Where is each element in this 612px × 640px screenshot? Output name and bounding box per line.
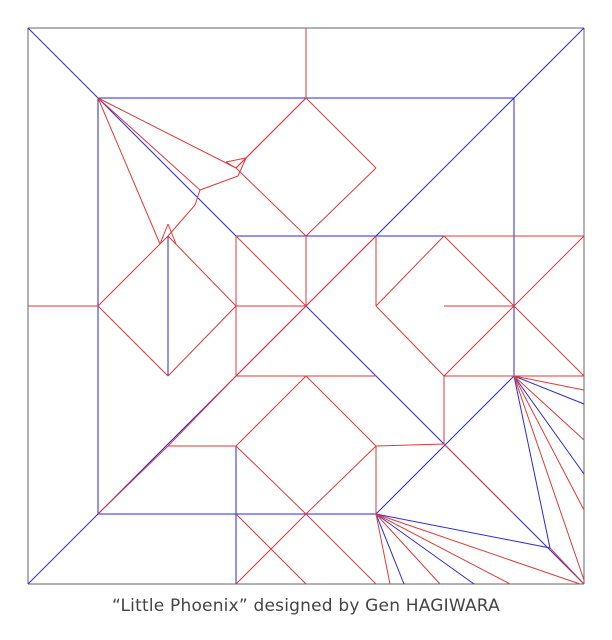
valley-fold xyxy=(167,204,196,237)
valley-fold xyxy=(513,305,585,377)
valley-fold xyxy=(235,375,307,447)
valley-fold xyxy=(375,235,445,307)
valley-fold xyxy=(167,375,237,447)
valley-fold xyxy=(305,97,377,169)
valley-fold xyxy=(305,445,377,515)
valley-fold xyxy=(235,513,307,585)
valley-fold xyxy=(97,305,169,377)
valley-fold xyxy=(513,375,585,441)
valley-fold xyxy=(159,223,169,245)
mountain-fold xyxy=(375,513,551,549)
valley-fold xyxy=(225,161,237,169)
valley-fold xyxy=(97,445,169,515)
mountain-fold xyxy=(375,513,475,585)
valley-fold xyxy=(235,305,307,377)
valley-fold xyxy=(549,547,585,585)
valley-fold xyxy=(305,375,377,447)
mountain-fold xyxy=(513,375,551,549)
valley-fold xyxy=(97,97,201,191)
valley-fold xyxy=(167,223,177,245)
valley-fold xyxy=(225,157,247,163)
valley-fold xyxy=(375,513,441,585)
valley-fold xyxy=(305,235,377,307)
valley-fold xyxy=(375,513,391,585)
valley-fold xyxy=(237,157,247,177)
valley-fold xyxy=(167,235,237,307)
valley-fold xyxy=(235,167,307,237)
valley-fold xyxy=(199,175,239,191)
valley-fold xyxy=(375,513,581,585)
valley-fold xyxy=(375,443,445,447)
mountain-fold xyxy=(97,97,237,237)
valley-fold xyxy=(97,97,161,245)
valley-fold xyxy=(235,97,307,169)
valley-fold xyxy=(375,513,511,585)
valley-fold xyxy=(235,445,307,515)
valley-fold xyxy=(513,375,585,391)
valley-fold xyxy=(443,235,515,307)
mountain-fold xyxy=(375,513,405,585)
valley-fold xyxy=(513,375,585,511)
valley-fold xyxy=(375,305,445,377)
valley-fold xyxy=(443,443,515,515)
mountain-fold xyxy=(513,375,585,475)
valley-fold xyxy=(305,513,377,585)
mountain-fold xyxy=(513,375,585,405)
valley-fold xyxy=(513,235,585,307)
valley-fold xyxy=(97,235,169,307)
crease-pattern xyxy=(27,27,585,585)
valley-fold xyxy=(305,167,377,237)
mountain-fold xyxy=(305,305,445,445)
valley-fold xyxy=(513,375,585,581)
valley-fold xyxy=(97,97,237,169)
diagram-caption: “Little Phoenix” designed by Gen HAGIWAR… xyxy=(112,596,500,616)
valley-fold xyxy=(235,235,307,307)
mountain-fold xyxy=(27,27,99,99)
valley-fold xyxy=(443,305,515,377)
valley-fold xyxy=(194,189,201,206)
valley-fold xyxy=(167,305,237,377)
